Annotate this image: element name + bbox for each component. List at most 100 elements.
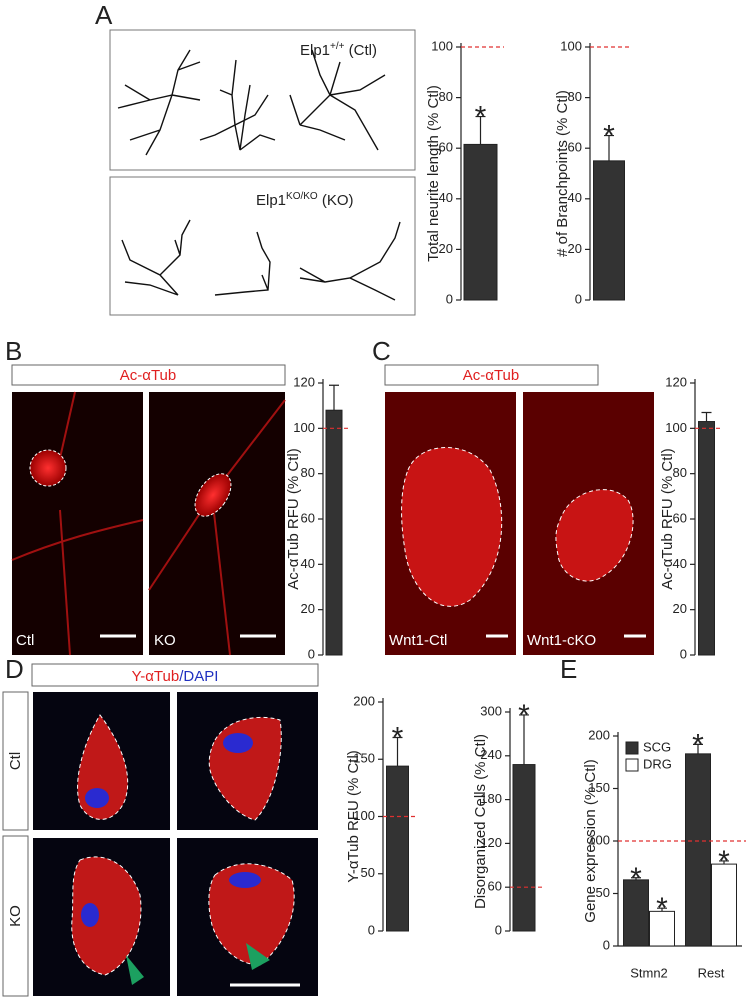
y-tick-label: 0: [680, 646, 687, 661]
micrograph: [149, 392, 285, 655]
panel-header: Ac-αTub: [120, 367, 176, 384]
bar: [623, 879, 649, 947]
micrograph: [12, 392, 143, 655]
significance-label: *: [718, 845, 730, 878]
y-tick-label: 40: [673, 556, 687, 571]
y-tick-label: 50: [596, 885, 610, 900]
bar: [698, 421, 715, 656]
row-label: KO: [7, 905, 24, 927]
error-bar: [701, 411, 712, 422]
panel-letter: C: [372, 336, 391, 366]
y-tick-label: 180: [480, 791, 502, 806]
image-label: Ctl: [16, 632, 34, 649]
header-box: [31, 663, 319, 687]
bar: [463, 143, 498, 301]
y-tick-label: 100: [560, 38, 582, 53]
y-tick-label: 20: [568, 241, 582, 256]
y-tick-label: 0: [446, 291, 453, 306]
y-tick-label: 120: [293, 374, 315, 389]
panel-letter: A: [95, 0, 113, 30]
y-tick-label: 20: [439, 241, 453, 256]
y-tick-label: 80: [439, 89, 453, 104]
y-tick-label: 0: [495, 922, 502, 937]
y-tick-label: 120: [480, 835, 502, 850]
error-bar: [719, 860, 729, 865]
bar: [711, 863, 737, 947]
y-tick-label: 40: [439, 190, 453, 205]
y-tick-label: 100: [353, 808, 375, 823]
y-axis-label: # of Branchpoints (% Ctl): [554, 90, 571, 257]
y-tick-label: 100: [431, 38, 453, 53]
significance-label: *: [392, 721, 404, 754]
y-tick-label: 0: [575, 291, 582, 306]
y-tick-label: 40: [568, 190, 582, 205]
y-tick-label: 80: [673, 465, 687, 480]
legend-label: DRG: [643, 756, 672, 771]
y-axis-label: Ac-αTub RFU (% Ctl): [659, 448, 676, 589]
panel-letter: D: [5, 654, 24, 684]
y-tick-label: 200: [588, 727, 610, 742]
y-axis-label: Disorganized Cells (% Ctl): [472, 734, 489, 909]
error-bar: [604, 134, 614, 161]
y-axis-label: Y-αTub RFU (% Ctl): [345, 750, 362, 883]
y-tick-label: 60: [673, 510, 687, 525]
x-tick-label: Rest: [698, 965, 725, 980]
header-box: [384, 364, 599, 386]
image-label: Wnt1-cKO: [527, 632, 596, 649]
bar: [386, 765, 409, 932]
image-label: KO: [154, 632, 176, 649]
y-tick-label: 240: [480, 747, 502, 762]
y-tick-label: 100: [588, 832, 610, 847]
x-tick-label: Stmn2: [630, 965, 668, 980]
error-bar: [475, 115, 486, 145]
y-tick-label: 0: [308, 646, 315, 661]
charts: 0 20 40 60 80 100 Total neurite length (% Ctl)…: [285, 38, 746, 980]
image-label: Wnt1-Ctl: [389, 632, 447, 649]
panel-letter: E: [560, 654, 577, 684]
y-tick-label: 0: [368, 922, 375, 937]
error-bar: [657, 907, 667, 912]
y-tick-label: 60: [301, 510, 315, 525]
y-axis-label: Total neurite length (% Ctl): [425, 85, 442, 262]
header-box: [11, 364, 286, 386]
panel-letter: B: [5, 336, 22, 366]
error-bar: [329, 384, 339, 411]
panel-header: Ac-αTub: [463, 367, 519, 384]
significance-label: *: [603, 120, 615, 153]
y-tick-label: 60: [488, 879, 502, 894]
y-tick-label: 150: [588, 780, 610, 795]
row-label-box: [2, 691, 29, 831]
row-label-box: [2, 835, 29, 997]
y-tick-label: 20: [301, 601, 315, 616]
significance-label: *: [475, 101, 487, 134]
row-label: Ctl: [7, 752, 24, 770]
arrowhead: [126, 955, 144, 985]
y-tick-label: 80: [301, 465, 315, 480]
significance-label: *: [692, 728, 704, 761]
panel-header: Y-αTub/DAPI: [132, 668, 219, 685]
bar: [512, 764, 536, 932]
arrowhead: [246, 943, 270, 970]
y-tick-label: 50: [361, 865, 375, 880]
y-tick-label: 300: [480, 703, 502, 718]
neuron-tracings: [117, 49, 401, 301]
significance-label: *: [630, 862, 642, 895]
y-tick-label: 60: [439, 140, 453, 155]
y-axis-label: Ac-αTub RFU (% Ctl): [285, 448, 302, 589]
y-tick-label: 20: [673, 601, 687, 616]
y-tick-label: 100: [293, 420, 315, 435]
bar: [593, 160, 625, 301]
error-bar: [693, 743, 703, 754]
y-tick-label: 80: [568, 89, 582, 104]
ctl-label: Elp1+/+ (Ctl): [300, 41, 377, 59]
bar: [325, 409, 343, 656]
legend-swatch: [625, 758, 639, 772]
y-tick-label: 150: [353, 751, 375, 766]
ctl-tracing-box: [109, 29, 416, 171]
y-tick-label: 120: [665, 374, 687, 389]
y-tick-label: 100: [665, 420, 687, 435]
significance-label: *: [518, 699, 530, 732]
ko-tracing-box: [109, 176, 416, 316]
legend-swatch: [625, 741, 639, 755]
